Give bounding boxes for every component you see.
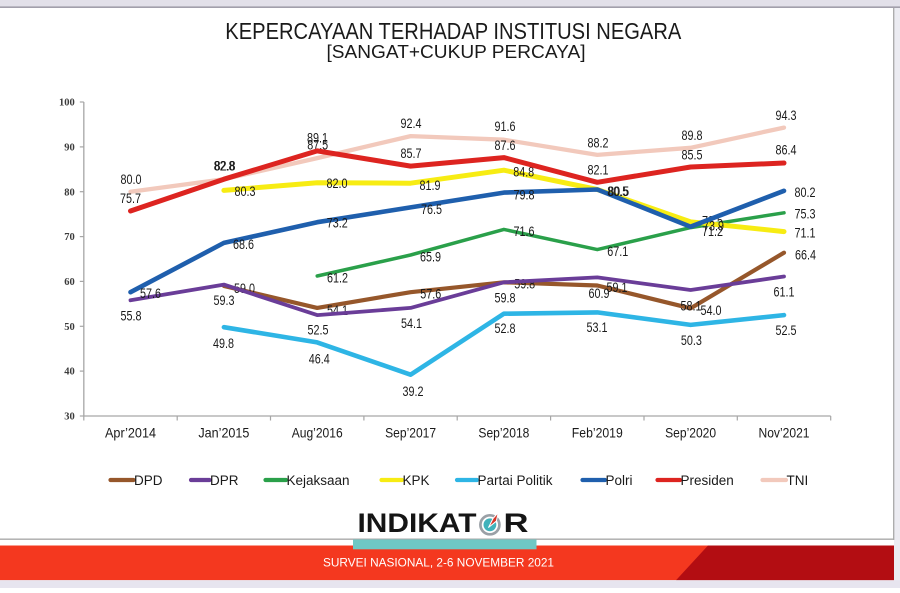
svg-text:40: 40 <box>64 367 75 378</box>
svg-text:54.0: 54.0 <box>701 303 722 318</box>
svg-text:Partai Politik: Partai Politik <box>478 473 553 488</box>
svg-text:89.8: 89.8 <box>682 128 703 143</box>
svg-text:57.6: 57.6 <box>420 287 441 302</box>
svg-text:92.4: 92.4 <box>401 116 422 131</box>
svg-text:50: 50 <box>64 322 75 333</box>
svg-text:67.1: 67.1 <box>607 244 628 259</box>
svg-text:68.6: 68.6 <box>233 237 254 252</box>
svg-text:Apr’2014: Apr’2014 <box>105 425 156 441</box>
svg-text:76.5: 76.5 <box>421 202 442 217</box>
svg-text:DPR: DPR <box>210 473 239 488</box>
svg-text:INDIKAT: INDIKAT <box>358 508 478 538</box>
svg-text:46.4: 46.4 <box>309 352 330 367</box>
svg-text:86.4: 86.4 <box>776 142 797 157</box>
svg-text:61.2: 61.2 <box>327 270 348 285</box>
svg-text:80.5: 80.5 <box>607 184 628 199</box>
svg-text:71.2: 71.2 <box>702 224 723 239</box>
svg-text:82.1: 82.1 <box>588 163 609 178</box>
svg-text:49.8: 49.8 <box>213 336 234 351</box>
svg-text:52.8: 52.8 <box>495 321 516 336</box>
svg-text:54.1: 54.1 <box>401 316 422 331</box>
svg-text:91.6: 91.6 <box>495 119 516 134</box>
svg-text:71.1: 71.1 <box>795 226 816 241</box>
svg-text:KPK: KPK <box>403 473 430 488</box>
svg-text:58.1: 58.1 <box>681 299 702 314</box>
svg-text:60: 60 <box>64 277 75 288</box>
svg-text:R: R <box>504 508 529 538</box>
svg-text:Sep’2020: Sep’2020 <box>665 425 716 441</box>
svg-text:Presiden: Presiden <box>681 473 734 488</box>
svg-text:SURVEI NASIONAL, 2-6 NOVEMBER: SURVEI NASIONAL, 2-6 NOVEMBER 2021 <box>323 556 554 570</box>
svg-text:Sep’2017: Sep’2017 <box>385 425 436 441</box>
svg-text:81.9: 81.9 <box>420 178 441 193</box>
svg-text:90: 90 <box>64 143 75 154</box>
svg-text:73.2: 73.2 <box>327 216 348 231</box>
svg-text:39.2: 39.2 <box>403 384 424 399</box>
svg-text:87.5: 87.5 <box>307 138 328 153</box>
svg-text:Nov’2021: Nov’2021 <box>759 425 810 441</box>
svg-text:59.8: 59.8 <box>495 291 516 306</box>
svg-text:84.8: 84.8 <box>513 165 534 180</box>
svg-text:30: 30 <box>64 412 75 423</box>
svg-text:Kejaksaan: Kejaksaan <box>287 473 350 488</box>
svg-text:94.3: 94.3 <box>776 108 797 123</box>
svg-text:52.5: 52.5 <box>308 323 329 338</box>
svg-text:80.5: 80.5 <box>608 184 629 199</box>
svg-text:52.5: 52.5 <box>776 323 797 338</box>
svg-text:KEPERCAYAAN TERHADAP INSTITUSI: KEPERCAYAAN TERHADAP INSTITUSI NEGARA <box>225 18 682 44</box>
svg-text:55.8: 55.8 <box>121 308 142 323</box>
svg-text:DPD: DPD <box>134 473 163 488</box>
svg-text:59.1: 59.1 <box>607 280 628 295</box>
svg-text:80.0: 80.0 <box>121 172 142 187</box>
svg-text:59.8: 59.8 <box>514 276 535 291</box>
svg-text:70: 70 <box>64 232 75 243</box>
svg-text:Sep’2018: Sep’2018 <box>478 425 529 441</box>
svg-text:80.2: 80.2 <box>795 185 816 200</box>
svg-text:82.8: 82.8 <box>214 159 235 174</box>
svg-text:TNI: TNI <box>787 473 809 488</box>
svg-text:71.6: 71.6 <box>514 224 535 239</box>
svg-text:Feb’2019: Feb’2019 <box>572 425 623 441</box>
svg-text:61.1: 61.1 <box>774 285 795 300</box>
svg-text:66.4: 66.4 <box>795 247 816 262</box>
svg-text:Polri: Polri <box>606 473 633 488</box>
svg-text:50.3: 50.3 <box>681 333 702 348</box>
svg-text:82.8: 82.8 <box>215 159 236 174</box>
svg-text:Aug’2016: Aug’2016 <box>292 425 343 441</box>
svg-text:[SANGAT+CUKUP PERCAYA]: [SANGAT+CUKUP PERCAYA] <box>327 41 586 62</box>
svg-text:65.9: 65.9 <box>420 249 441 264</box>
svg-text:100: 100 <box>59 98 75 109</box>
svg-text:53.1: 53.1 <box>587 320 608 335</box>
svg-text:79.8: 79.8 <box>514 187 535 202</box>
svg-text:80: 80 <box>64 187 75 198</box>
svg-text:59.3: 59.3 <box>214 293 235 308</box>
svg-text:89.1: 89.1 <box>307 130 328 145</box>
svg-text:75.3: 75.3 <box>795 207 816 222</box>
svg-text:Jan’2015: Jan’2015 <box>198 425 249 441</box>
svg-text:85.7: 85.7 <box>401 146 422 161</box>
svg-text:87.6: 87.6 <box>495 138 516 153</box>
svg-text:75.7: 75.7 <box>120 191 141 206</box>
svg-text:85.5: 85.5 <box>682 147 703 162</box>
svg-text:60.9: 60.9 <box>589 286 610 301</box>
svg-text:80.3: 80.3 <box>235 184 256 199</box>
svg-text:82.0: 82.0 <box>327 176 348 191</box>
svg-text:57.6: 57.6 <box>140 286 161 301</box>
svg-text:88.2: 88.2 <box>588 135 609 150</box>
